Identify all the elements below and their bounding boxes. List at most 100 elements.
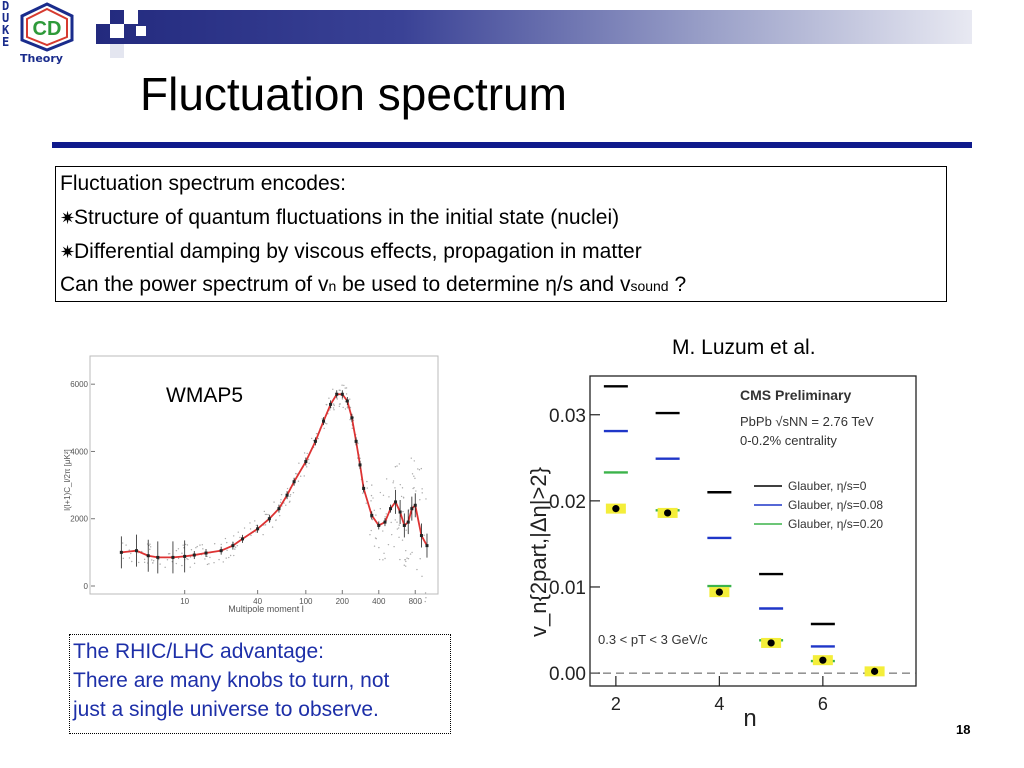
wmap-scatter-dot: [190, 549, 193, 551]
cms-data-point: [664, 509, 672, 517]
question-text: be used to determine η/s and v: [336, 273, 631, 296]
wmap-scatter-dot: [362, 492, 364, 494]
logo-vertical-letters: D U K E: [2, 0, 16, 48]
wmap-data-point: [292, 480, 296, 484]
wmap-scatter-dot: [407, 557, 410, 560]
wmap-scatter-dot: [401, 487, 404, 489]
cms-data-point: [871, 667, 879, 675]
wmap-scatter-dot: [414, 477, 416, 480]
wmap-y-tick-label: 2000: [70, 515, 88, 524]
wmap-data-point: [413, 503, 417, 507]
wmap-data-point: [322, 419, 326, 423]
wmap-scatter-dot: [232, 535, 235, 537]
wmap-scatter-dot: [303, 452, 306, 454]
wmap-scatter-dot: [264, 513, 267, 516]
band-square: [110, 24, 124, 38]
wmap-scatter-dot: [345, 387, 348, 389]
wmap-scatter-dot: [201, 544, 204, 546]
wmap-scatter-dot: [366, 480, 368, 483]
wmap-data-point: [219, 549, 223, 553]
question-text: ?: [668, 273, 687, 296]
wmap-scatter-dot: [130, 552, 132, 555]
cms-x-tick-label: 2: [611, 694, 621, 714]
wmap-scatter-dot: [403, 564, 405, 566]
callout-line: There are many knobs to turn, not: [73, 669, 390, 692]
logo-letter: K: [2, 23, 10, 37]
duke-theory-logo: D U K E CD Theory: [2, 0, 78, 68]
wmap-scatter-dot: [226, 549, 228, 552]
wmap-scatter-dot: [415, 490, 417, 492]
bullet-structure: ✷Structure of quantum fluctuations in th…: [60, 201, 619, 235]
wmap-scatter-dot: [405, 549, 407, 552]
wmap-scatter-dot: [292, 491, 295, 494]
wmap-scatter-dot: [369, 534, 371, 536]
wmap-scatter-dot: [187, 558, 189, 561]
wmap-y-tick-label: 6000: [70, 380, 88, 389]
wmap-scatter-dot: [151, 559, 153, 561]
wmap-scatter-dot: [255, 531, 257, 533]
wmap-scatter-dot: [128, 557, 131, 559]
wmap-scatter-dot: [396, 465, 398, 467]
wmap-scatter-dot: [263, 510, 266, 513]
wmap-data-point: [350, 416, 354, 420]
wmap-scatter-dot: [411, 551, 413, 554]
wmap-scatter-dot: [286, 487, 289, 490]
wmap-scatter-dot: [324, 422, 327, 424]
wmap-data-point: [304, 460, 308, 464]
wmap-data-point: [171, 555, 175, 559]
wmap-data-point: [335, 392, 339, 396]
wmap-scatter-dot: [338, 389, 340, 391]
wmap-scatter-dot: [222, 561, 224, 563]
wmap-data-point: [345, 399, 349, 403]
wmap-scatter-dot: [220, 543, 222, 546]
wmap-scatter-dot: [345, 393, 348, 395]
wmap-scatter-dot: [273, 501, 275, 503]
wmap-scatter-dot: [384, 516, 386, 518]
wmap-data-point: [377, 523, 381, 527]
logo-mark-text: CD: [33, 18, 62, 40]
wmap-scatter-dot: [349, 406, 352, 409]
wmap-scatter-dot: [396, 528, 399, 530]
wmap-scatter-dot: [149, 548, 151, 551]
wmap-scatter-dot: [332, 403, 335, 405]
bullet-damping: ✷Differential damping by viscous effects…: [60, 235, 642, 269]
wmap-scatter-dot: [236, 544, 239, 547]
wmap-scatter-dot: [410, 457, 412, 459]
cms-legend-entry: Glauber, η/s=0.20: [788, 517, 883, 531]
wmap-scatter-dot: [378, 558, 381, 561]
wmap-data-point: [134, 549, 138, 553]
wmap-x-tick-label: 400: [372, 597, 386, 606]
wmap-data-point: [402, 523, 406, 527]
content-box: Fluctuation spectrum encodes: ✷Structure…: [55, 166, 947, 302]
question-text: Can the power spectrum of v: [60, 273, 329, 296]
wmap-scatter-dot: [125, 544, 127, 546]
wmap-scatter-dot: [280, 493, 283, 496]
wmap-power-spectrum-chart: 10 40 100 200 400 800 0 2000 4000 6000 Multipole …: [60, 350, 440, 616]
band-square: [124, 10, 138, 24]
cms-x-tick-label: 4: [714, 694, 724, 714]
wmap-scatter-dot: [184, 543, 187, 546]
wmap-data-point: [406, 520, 410, 524]
header-band: [96, 10, 972, 44]
wmap-scatter-dot: [321, 418, 323, 420]
wmap-scatter-dot: [411, 473, 414, 475]
wmap-scatter-dot: [420, 467, 423, 470]
cms-y-tick-label: 0.02: [549, 492, 586, 513]
wmap-x-tick-label: 10: [180, 597, 189, 606]
wmap-data-points: [119, 390, 429, 574]
cms-legend-system: PbPb √sNN = 2.76 TeV: [740, 414, 874, 429]
rhic-lhc-callout: The RHIC/LHC advantage: There are many k…: [69, 634, 451, 734]
wmap-scatter-dot: [262, 533, 264, 536]
wmap-scatter-dot: [424, 592, 427, 594]
wmap-scatter-dot: [234, 548, 236, 550]
wmap-scatter-dot: [342, 406, 344, 409]
wmap-scatter-dot: [375, 537, 377, 540]
logo-letter: U: [2, 11, 10, 25]
wmap-data-point: [256, 527, 260, 531]
wmap-scatter-dot: [399, 558, 401, 561]
cms-x-tick-label: 6: [818, 694, 828, 714]
wmap-scatter-dot: [306, 466, 308, 468]
cms-pt-annotation: 0.3 < pT < 3 GeV/c: [598, 632, 708, 647]
wmap-scatter-dot: [399, 483, 401, 486]
wmap-data-point: [313, 439, 317, 443]
